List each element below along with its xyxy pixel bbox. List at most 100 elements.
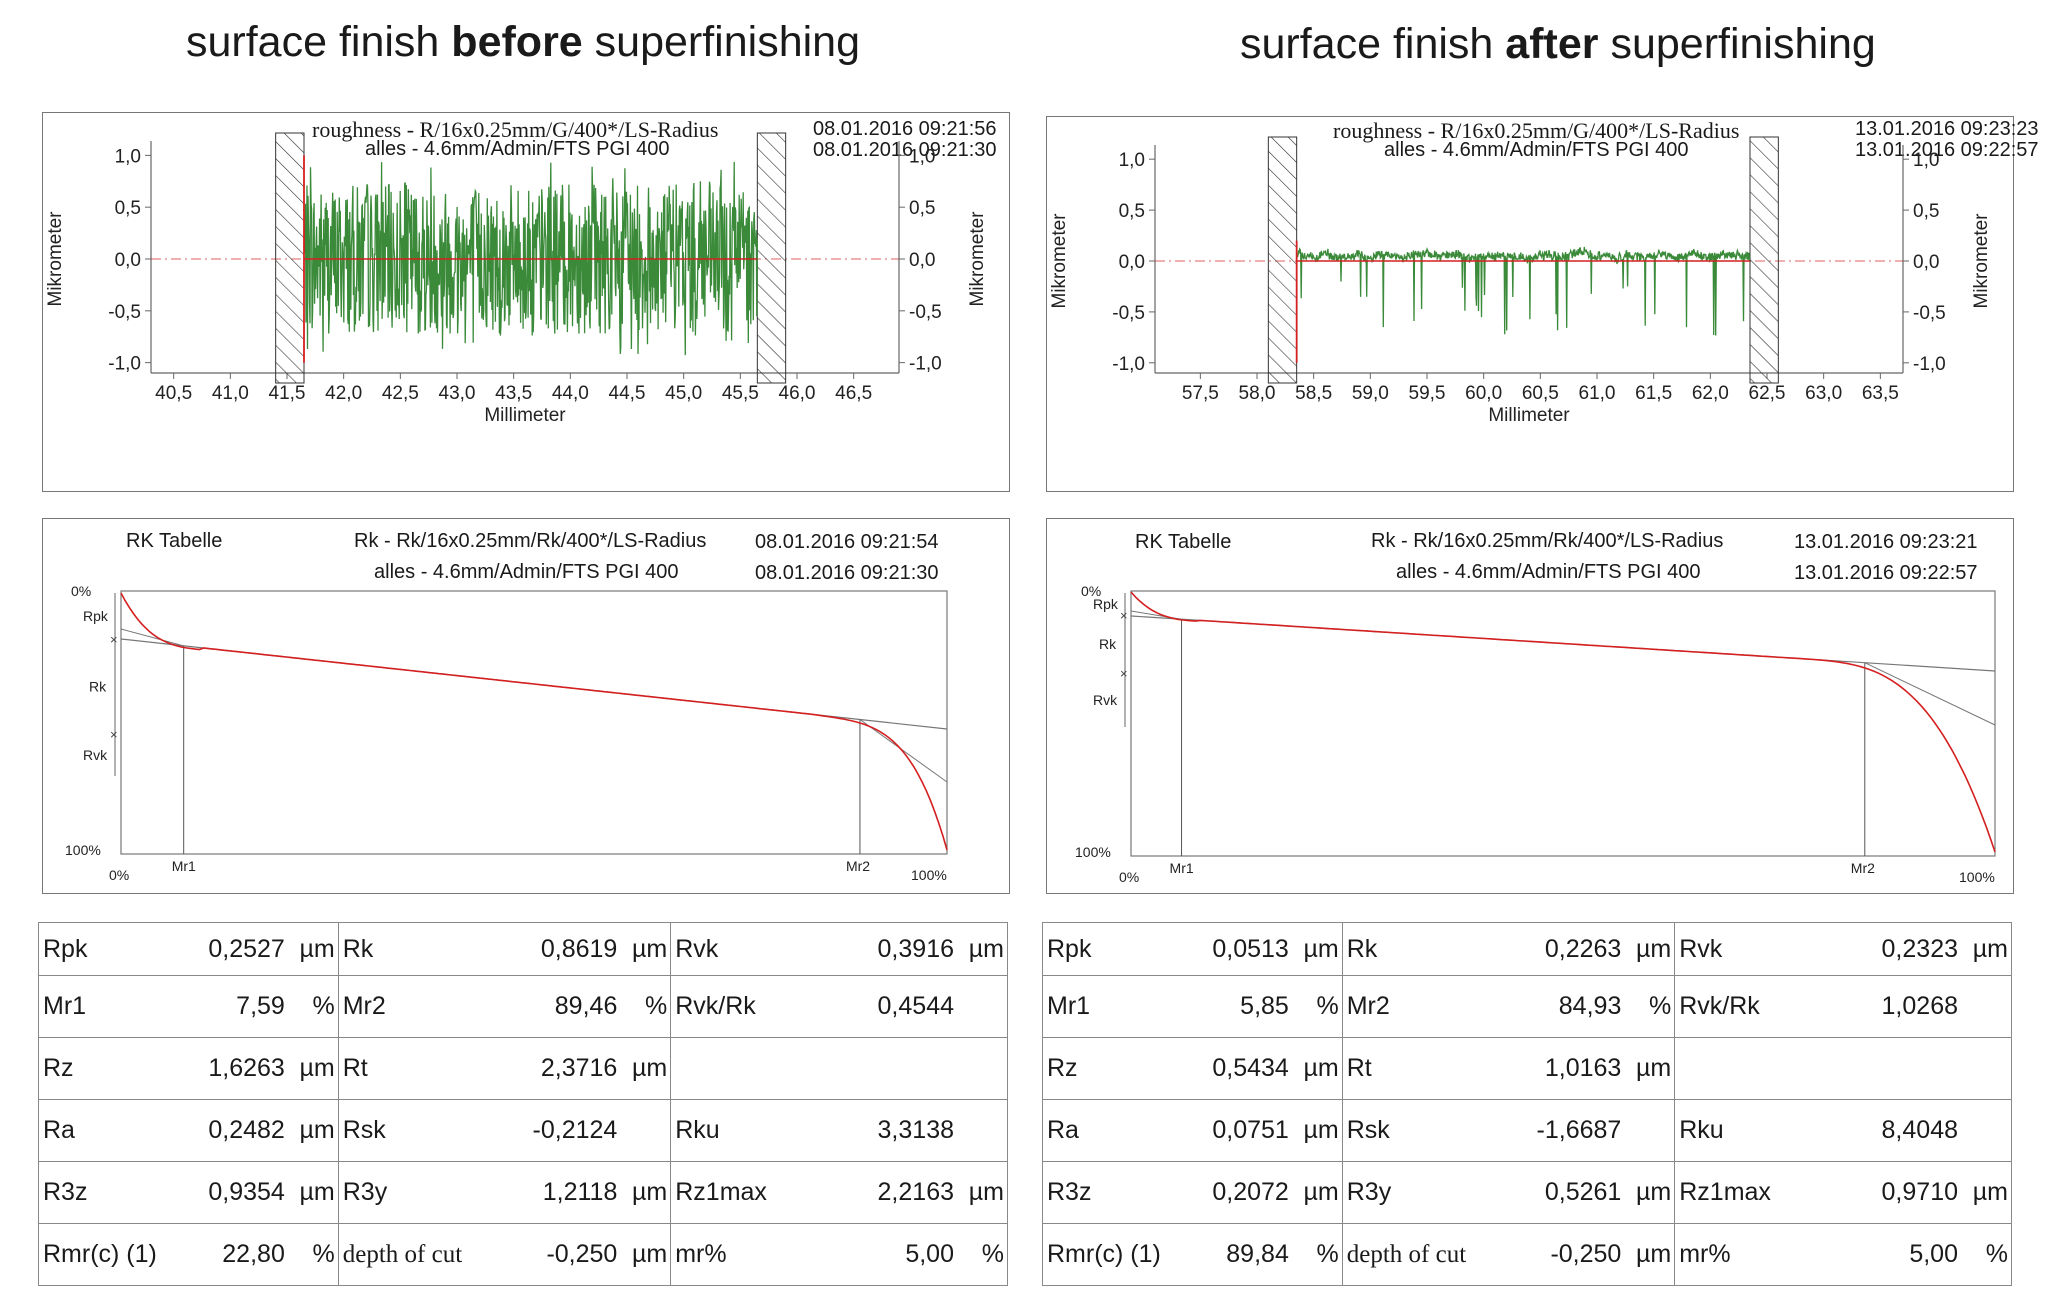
param-unit: µm [620,922,672,976]
x-tick-label: 46,0 [779,383,816,404]
rk-valley-line [859,719,948,783]
roughness-header-line2: alles - 4.6mm/Admin/FTS PGI 400 [1384,139,1689,161]
param-row: Rpk 0,0513 µm Rk 0,2263 µm Rvk 0,2323 µm [1042,922,2012,976]
x-tick-label: 41,0 [212,383,249,404]
rk-chart-after: RK Tabelle Rk - Rk/16x0.25mm/Rk/400*/LS-… [1046,518,2014,894]
param-val [1838,1037,1961,1100]
roughness-plot-after: 1,0 1,0 0,5 0,5 0,0 0,0 -0,5 -0,5 -1,0 -1,0 57,5 58… [1049,136,1992,426]
param-val: 0,2323 [1838,922,1961,976]
param-name: Rvk [670,922,835,976]
param-unit [1961,1037,2012,1100]
param-val: 0,9710 [1838,1161,1961,1224]
y-tick-label: 0,5 [1119,201,1145,222]
param-name: depth of cut [1342,1223,1506,1286]
x-tick-label: 60,0 [1465,383,1502,404]
rk-plot-frame [120,590,948,855]
x-tick-label: 59,5 [1409,383,1446,404]
param-unit [957,1099,1008,1162]
param-val: 0,9354 [202,1161,288,1224]
param-name: mr% [1674,1223,1839,1286]
param-val: -1,6687 [1505,1099,1625,1162]
param-val: 2,2163 [834,1161,957,1224]
x-tick-label: 42,5 [382,383,419,404]
hatched-zone [756,132,787,384]
param-val: 0,4544 [834,975,957,1038]
param-val: 0,3916 [834,922,957,976]
rk-plot-frame [1130,590,1996,857]
roughness-date2: 13.01.2016 09:22:57 [1855,139,2039,161]
y-tick-label: -1,0 [108,354,141,375]
param-unit: µm [620,1037,672,1100]
param-name: Rz [1042,1037,1207,1100]
x-tick-label: 62,0 [1692,383,1729,404]
param-unit [1624,1099,1676,1162]
param-name: Rvk [1674,922,1839,976]
param-name: Rsk [338,1099,502,1162]
param-val: 0,5261 [1505,1161,1625,1224]
param-name: Rz [38,1037,203,1100]
rk-label-rk: Rk [1099,636,1117,652]
param-val: 0,0513 [1206,922,1292,976]
param-val: 89,84 [1206,1223,1292,1286]
roughness-header-line1: roughness - R/16x0.25mm/G/400*/LS-Radius [1333,118,1740,143]
param-row: R3z 0,9354 µm R3y 1,2118 µm Rz1max 2,2163 µm [38,1161,1008,1224]
param-unit: % [1291,975,1343,1038]
param-name: Rt [1342,1037,1506,1100]
param-val: 0,2263 [1505,922,1625,976]
roughness-chart-before: roughness - R/16x0.25mm/G/400*/LS-Radius… [42,112,1010,492]
rk-bracket-mark: × [1120,666,1128,681]
title-before: surface finish before superfinishing [186,18,860,66]
roughness-profile-line [303,161,758,356]
rk-valley-line [1864,662,1996,726]
param-name: Rpk [1042,922,1207,976]
param-row: Rz 0,5434 µm Rt 1,0163 µm [1042,1037,2012,1100]
param-unit: µm [287,1037,339,1100]
rk-mr2-label: Mr2 [1851,860,1875,876]
param-unit [957,1037,1008,1100]
rk-bracket-mark: × [110,727,118,742]
rk-chart-before: RK Tabelle Rk - Rk/16x0.25mm/Rk/400*/LS-… [42,518,1010,894]
param-unit: % [1961,1223,2012,1286]
param-val: 1,0268 [1838,975,1961,1038]
y-tick-label: -1,0 [1112,354,1145,375]
param-name: Mr2 [1342,975,1506,1038]
param-row: Rmr(c) (1) 22,80% depth of cut -0,250 µm mr% 5… [38,1223,1008,1286]
x-axis-label: Millimeter [484,405,566,426]
param-name: Ra [38,1099,203,1162]
param-name: Rku [1674,1099,1839,1162]
param-val: 0,0751 [1206,1099,1292,1162]
param-unit: % [620,975,672,1038]
param-val: 7,59 [202,975,288,1038]
param-name [670,1037,835,1100]
rk-mr1-label: Mr1 [172,858,196,874]
rk-header-line1: Rk - Rk/16x0.25mm/Rk/400*/LS-Radius [1371,530,1724,552]
param-unit: µm [1624,1223,1676,1286]
param-name: mr% [670,1223,835,1286]
x-tick-label: 40,5 [155,383,192,404]
rk-label-rpk: Rpk [83,608,109,624]
rk-header-line2: alles - 4.6mm/Admin/FTS PGI 400 [374,561,679,583]
rk-header-line1: Rk - Rk/16x0.25mm/Rk/400*/LS-Radius [354,530,707,552]
roughness-date1: 08.01.2016 09:21:56 [813,118,997,140]
param-name: Rvk/Rk [1674,975,1839,1038]
param-name: Rvk/Rk [670,975,835,1038]
param-unit: µm [957,922,1008,976]
rk-label-rk: Rk [89,679,107,695]
param-unit: µm [620,1161,672,1224]
y-tick-label: 0,5 [115,198,141,219]
param-row: Rz 1,6263 µm Rt 2,3716 µm [38,1037,1008,1100]
x-tick-label: 61,0 [1579,383,1616,404]
param-name: Rsk [1342,1099,1506,1162]
roughness-header-line1: roughness - R/16x0.25mm/G/400*/LS-Radius [312,117,719,142]
param-row: Mr1 7,59% Mr2 89,46% Rvk/Rk 0,4544 [38,975,1008,1038]
param-val: 5,00 [1838,1223,1961,1286]
param-val: -0,250 [1505,1223,1625,1286]
param-val: 0,2527 [202,922,288,976]
roughness-plot-before: 1,0 1,0 0,5 0,5 0,0 0,0 -0,5 -0,5 -1,0 -1,0 40,5 41… [45,132,988,426]
param-name: R3y [338,1161,502,1224]
param-val: 8,4048 [1838,1099,1961,1162]
x-tick-label: 59,0 [1352,383,1389,404]
y-tick-label: -0,5 [108,302,141,323]
rk-date2: 08.01.2016 09:21:30 [755,562,939,584]
